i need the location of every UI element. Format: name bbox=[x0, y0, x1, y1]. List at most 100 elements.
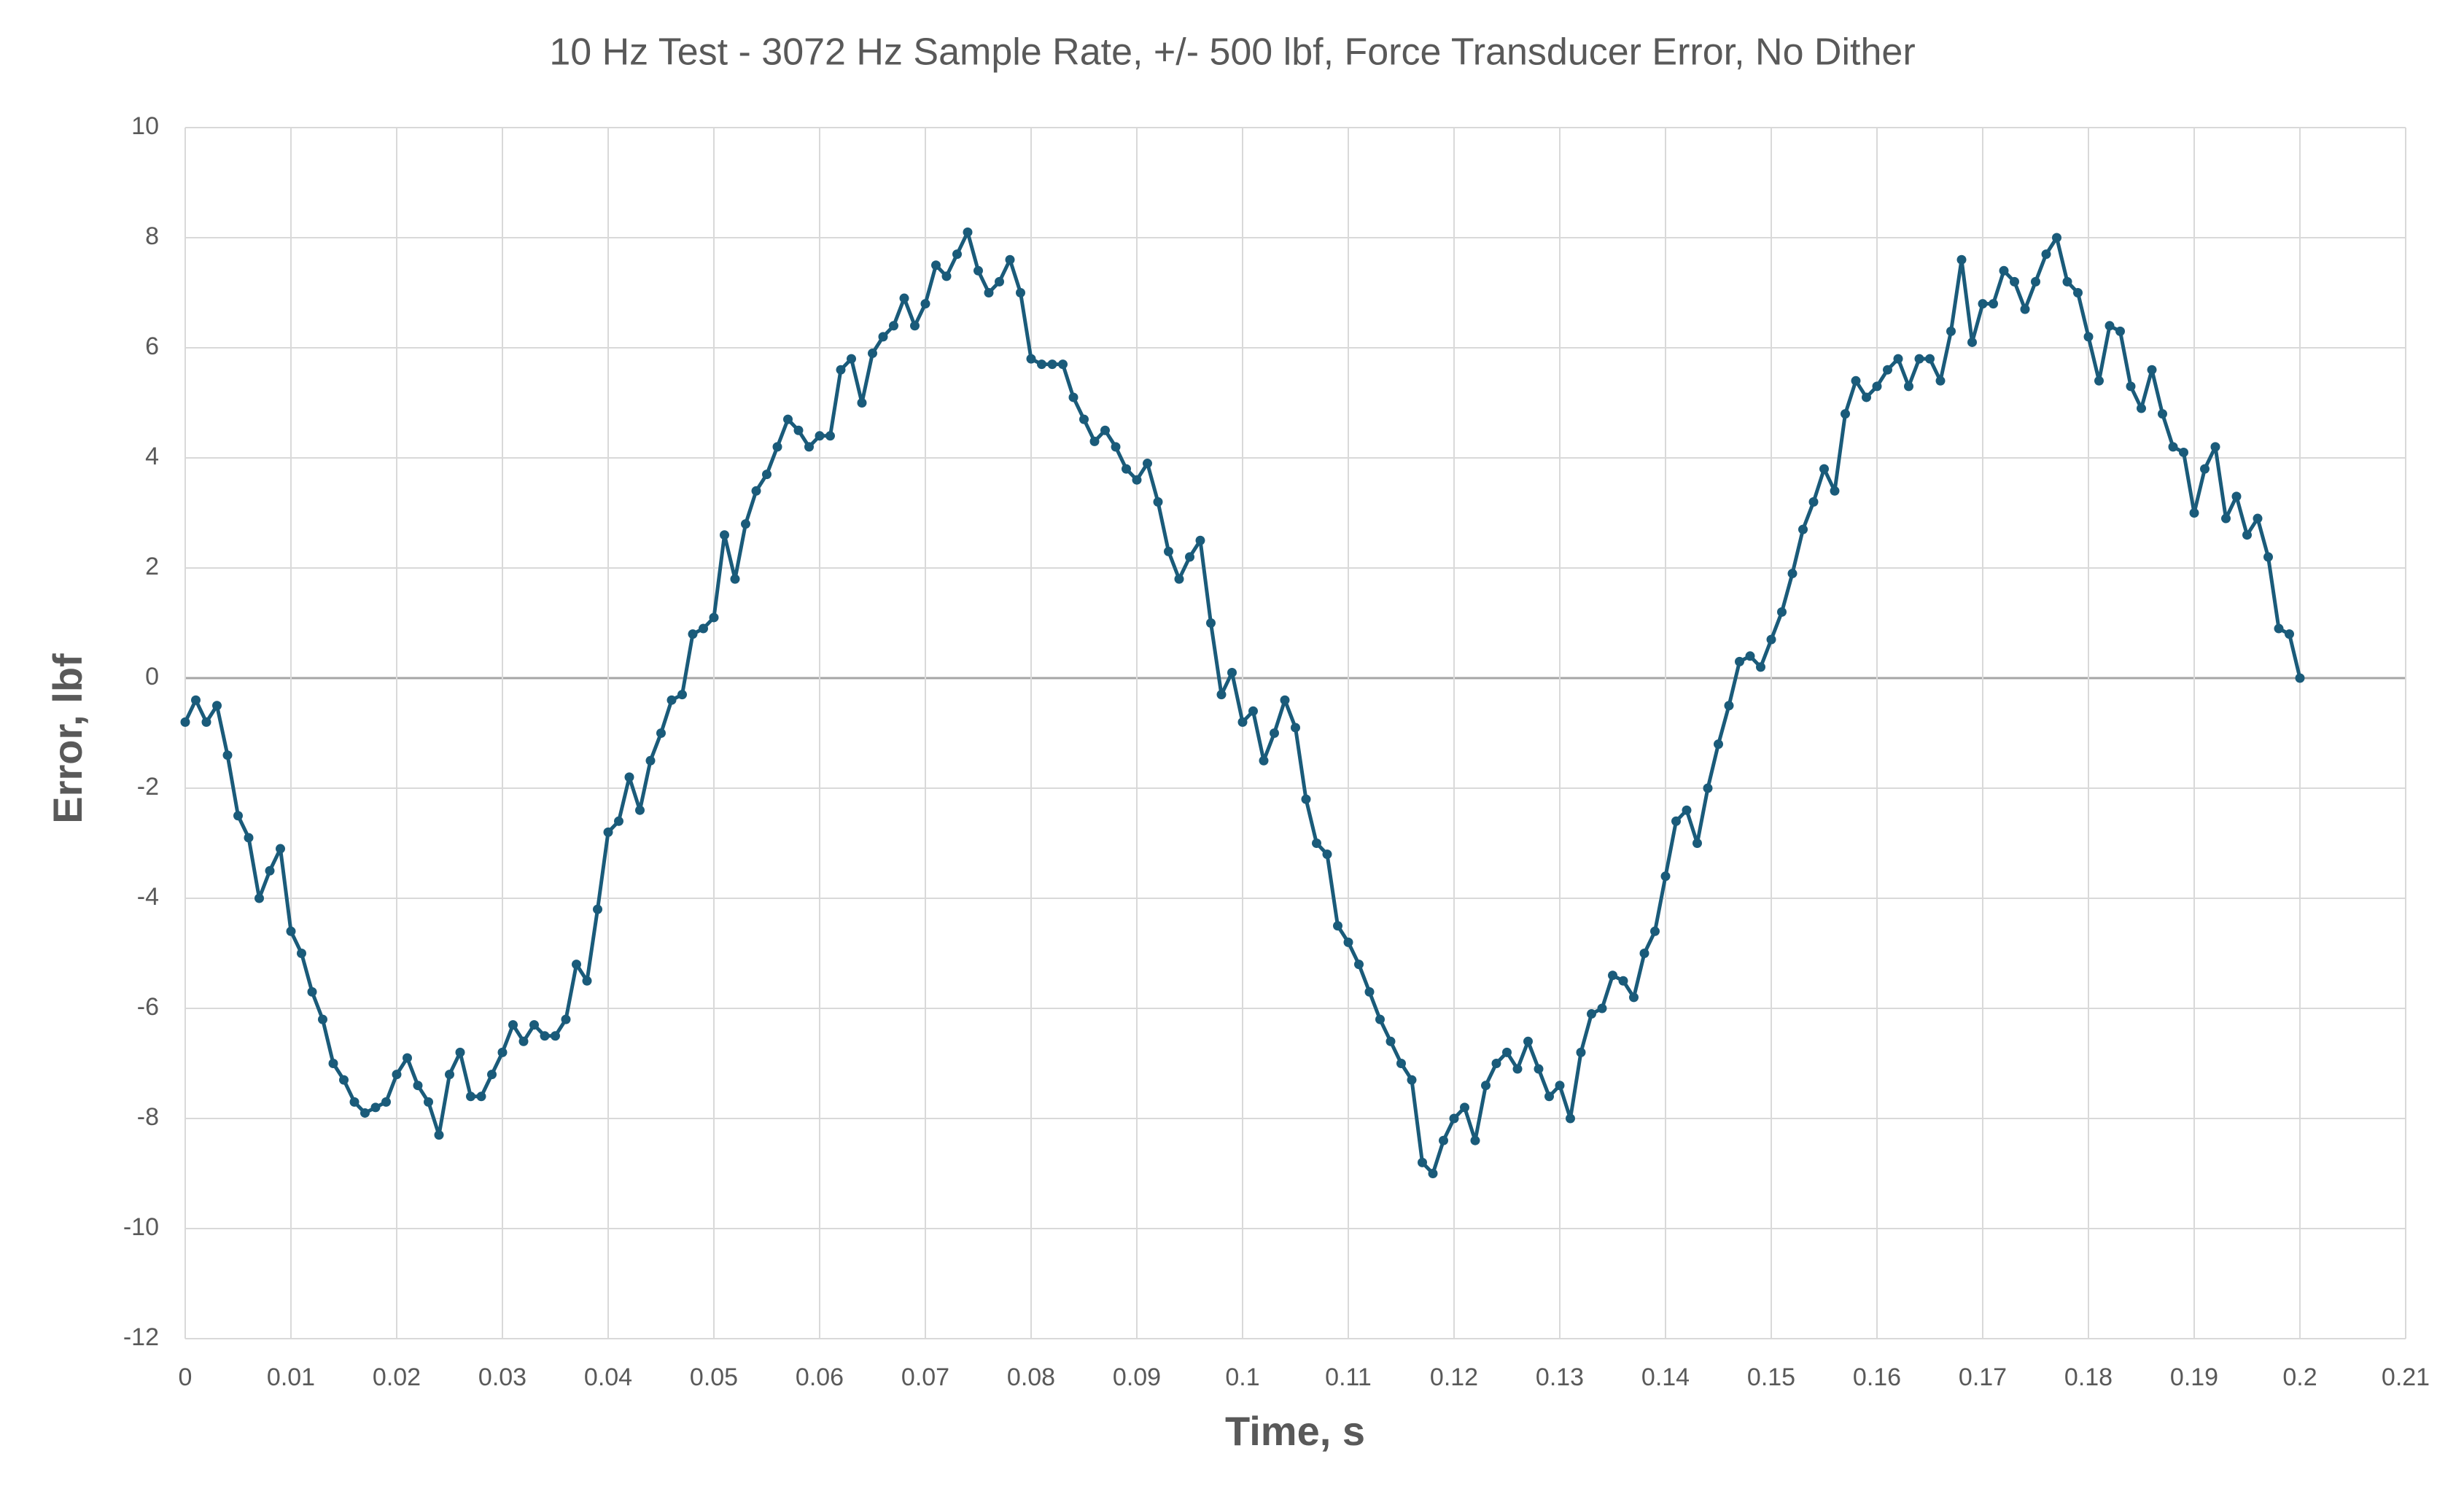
x-tick-label: 0.15 bbox=[1747, 1363, 1795, 1391]
data-point bbox=[1185, 552, 1194, 562]
x-tick-label: 0.03 bbox=[478, 1363, 526, 1391]
data-point bbox=[222, 750, 233, 760]
data-point bbox=[1914, 354, 1924, 364]
data-point bbox=[1491, 1059, 1501, 1068]
data-point bbox=[1333, 921, 1342, 931]
data-point bbox=[529, 1020, 539, 1030]
data-point bbox=[1259, 755, 1269, 766]
data-point bbox=[1460, 1102, 1469, 1113]
data-point bbox=[2274, 623, 2284, 634]
data-point bbox=[1343, 937, 1353, 947]
data-point bbox=[2221, 513, 2231, 524]
data-point bbox=[1576, 1047, 1586, 1057]
data-point bbox=[699, 623, 708, 634]
data-point bbox=[2200, 464, 2210, 474]
data-point bbox=[254, 893, 264, 903]
data-point bbox=[1195, 535, 1205, 545]
y-tick-label: -12 bbox=[123, 1323, 159, 1351]
data-point bbox=[2083, 332, 2094, 342]
data-point bbox=[1978, 299, 1988, 309]
data-point bbox=[1766, 634, 1776, 645]
x-tick-label: 0.2 bbox=[2282, 1363, 2317, 1391]
y-tick-label: 8 bbox=[145, 222, 159, 250]
data-point bbox=[1724, 701, 1734, 711]
data-point bbox=[1016, 288, 1025, 297]
x-tick-label: 0.14 bbox=[1641, 1363, 1690, 1391]
data-point bbox=[403, 1053, 412, 1063]
data-point bbox=[381, 1097, 391, 1107]
data-point bbox=[836, 365, 846, 375]
data-point bbox=[1703, 783, 1713, 793]
data-point bbox=[476, 1092, 486, 1102]
data-point bbox=[751, 486, 761, 496]
data-point bbox=[1481, 1081, 1491, 1091]
data-point bbox=[1122, 464, 1131, 474]
data-point bbox=[1428, 1169, 1438, 1178]
data-point bbox=[2295, 673, 2305, 683]
x-tick-label: 0.09 bbox=[1113, 1363, 1161, 1391]
data-point bbox=[508, 1020, 518, 1030]
data-point bbox=[1079, 414, 1089, 424]
data-point bbox=[1904, 381, 1913, 392]
data-point bbox=[709, 612, 719, 623]
y-tick-label: 0 bbox=[145, 663, 159, 690]
data-point bbox=[720, 530, 729, 540]
data-point bbox=[1005, 254, 1015, 265]
data-point bbox=[1872, 381, 1882, 392]
data-point bbox=[793, 425, 804, 435]
data-point bbox=[286, 926, 296, 936]
data-point bbox=[868, 349, 877, 359]
data-point bbox=[191, 695, 201, 705]
x-tick-label: 0.01 bbox=[267, 1363, 315, 1391]
data-point bbox=[984, 288, 994, 297]
data-point bbox=[1735, 656, 1744, 666]
data-point bbox=[593, 904, 602, 914]
data-point bbox=[1777, 607, 1787, 617]
data-point bbox=[804, 442, 814, 452]
data-point bbox=[572, 960, 581, 970]
data-point bbox=[2189, 508, 2199, 518]
data-point bbox=[1502, 1047, 1512, 1057]
data-point bbox=[963, 227, 973, 237]
data-point bbox=[1418, 1157, 1427, 1167]
data-point bbox=[2137, 403, 2146, 413]
data-point bbox=[2115, 326, 2125, 336]
data-point bbox=[666, 695, 677, 705]
data-point bbox=[1946, 326, 1956, 336]
data-point bbox=[1270, 728, 1279, 738]
data-point bbox=[847, 354, 856, 364]
data-point bbox=[2158, 409, 2167, 419]
data-point bbox=[265, 865, 275, 876]
data-point bbox=[2062, 276, 2072, 287]
data-point bbox=[1671, 816, 1681, 826]
data-point bbox=[1692, 838, 1702, 848]
data-point bbox=[1534, 1064, 1544, 1074]
data-point bbox=[2210, 442, 2220, 452]
data-point bbox=[2126, 381, 2136, 392]
data-point bbox=[995, 276, 1004, 287]
data-point bbox=[518, 1036, 529, 1046]
data-point bbox=[2168, 442, 2178, 452]
y-tick-label: -6 bbox=[137, 993, 159, 1021]
data-point bbox=[1237, 717, 1248, 727]
data-point bbox=[815, 431, 825, 441]
data-point bbox=[1787, 569, 1798, 579]
data-point bbox=[1989, 299, 1998, 309]
data-point bbox=[360, 1108, 370, 1118]
data-point bbox=[424, 1097, 433, 1107]
data-point bbox=[1893, 354, 1903, 364]
chart-title: 10 Hz Test - 3072 Hz Sample Rate, +/- 50… bbox=[549, 31, 1915, 74]
data-point bbox=[1808, 497, 1819, 507]
x-tick-label: 0.1 bbox=[1225, 1363, 1259, 1391]
data-point bbox=[1407, 1075, 1417, 1085]
data-point bbox=[656, 728, 666, 738]
data-point bbox=[825, 431, 835, 441]
x-axis-label: Time, s bbox=[1225, 1408, 1365, 1454]
data-point bbox=[1174, 574, 1184, 584]
data-point bbox=[466, 1092, 475, 1102]
y-axis-label: Error, lbf bbox=[44, 653, 90, 824]
x-tick-label: 0.21 bbox=[2382, 1363, 2430, 1391]
data-point bbox=[2231, 491, 2242, 502]
y-tick-label: -4 bbox=[137, 883, 159, 911]
